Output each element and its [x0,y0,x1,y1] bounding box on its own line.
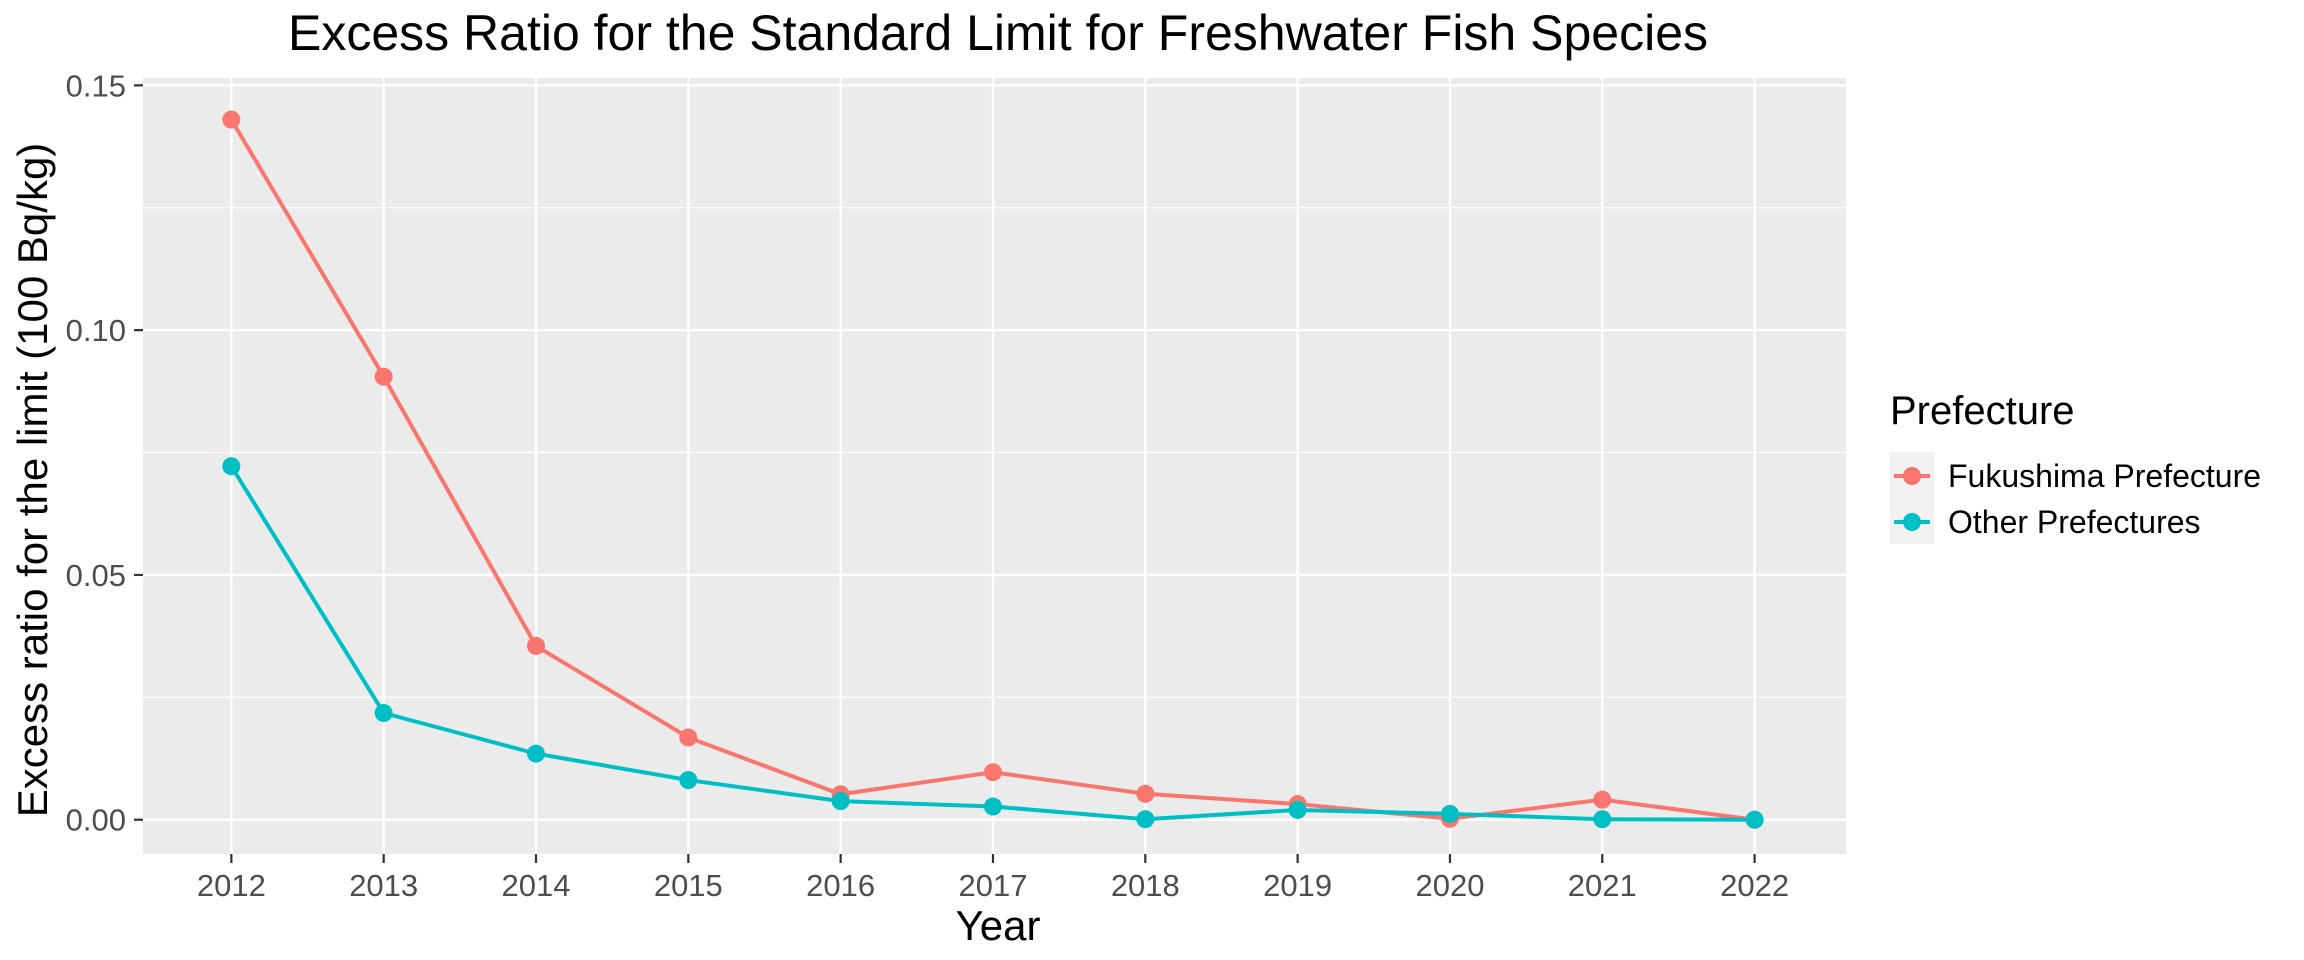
x-tick-label: 2016 [806,868,875,903]
legend-label: Fukushima Prefecture [1948,458,2261,494]
data-point [831,792,850,811]
data-point [983,763,1002,782]
data-point [527,744,545,763]
data-point [1136,784,1155,803]
y-axis: 0.00 0.05 0.10 0.15 [66,68,143,838]
x-tick-label: 2014 [502,868,571,903]
legend-label: Other Prefectures [1948,504,2201,540]
legend-items: Fukushima Prefecture Other Prefectures [1894,458,2261,540]
y-axis-title: Excess ratio for the limit (100 Bq/kg) [9,143,56,818]
chart-title: Excess Ratio for the Standard Limit for … [288,5,1708,61]
x-axis-title: Year [956,902,1041,949]
y-tick-label: 0.05 [66,558,126,593]
data-point [374,703,393,722]
data-point [374,367,393,386]
x-tick-label: 2022 [1720,868,1789,903]
data-point [1288,800,1307,819]
legend: Prefecture Fukushima Prefecture Other Pre… [1890,389,2261,544]
data-point [1593,790,1612,809]
x-tick-label: 2013 [349,868,418,903]
x-tick-label: 2021 [1568,868,1637,903]
x-tick-label: 2012 [197,868,266,903]
x-tick-label: 2020 [1415,868,1484,903]
y-tick-label: 0.15 [66,68,126,103]
data-point [1593,810,1612,829]
y-tick-label: 0.00 [66,803,126,838]
legend-key-point [1903,467,1921,485]
x-tick-label: 2017 [958,868,1027,903]
plot-panel [143,78,1846,854]
data-point [679,771,698,790]
data-point [527,636,545,655]
data-point [679,728,698,747]
x-axis: 2012 2013 2014 2015 2016 2017 2018 2019 2020 2021… [197,854,1789,903]
major-gridlines [143,78,1846,854]
x-tick-label: 2015 [654,868,723,903]
x-tick-label: 2019 [1263,868,1332,903]
data-point [1136,810,1155,829]
x-tick-label: 2018 [1111,868,1180,903]
legend-title: Prefecture [1890,389,2075,433]
data-point [1745,810,1764,829]
y-tick-label: 0.10 [66,313,126,348]
data-point [222,457,241,476]
data-point [1440,804,1459,823]
series-points [222,110,1764,829]
legend-key-point [1903,513,1921,531]
data-point [983,797,1002,816]
data-point [222,110,241,129]
